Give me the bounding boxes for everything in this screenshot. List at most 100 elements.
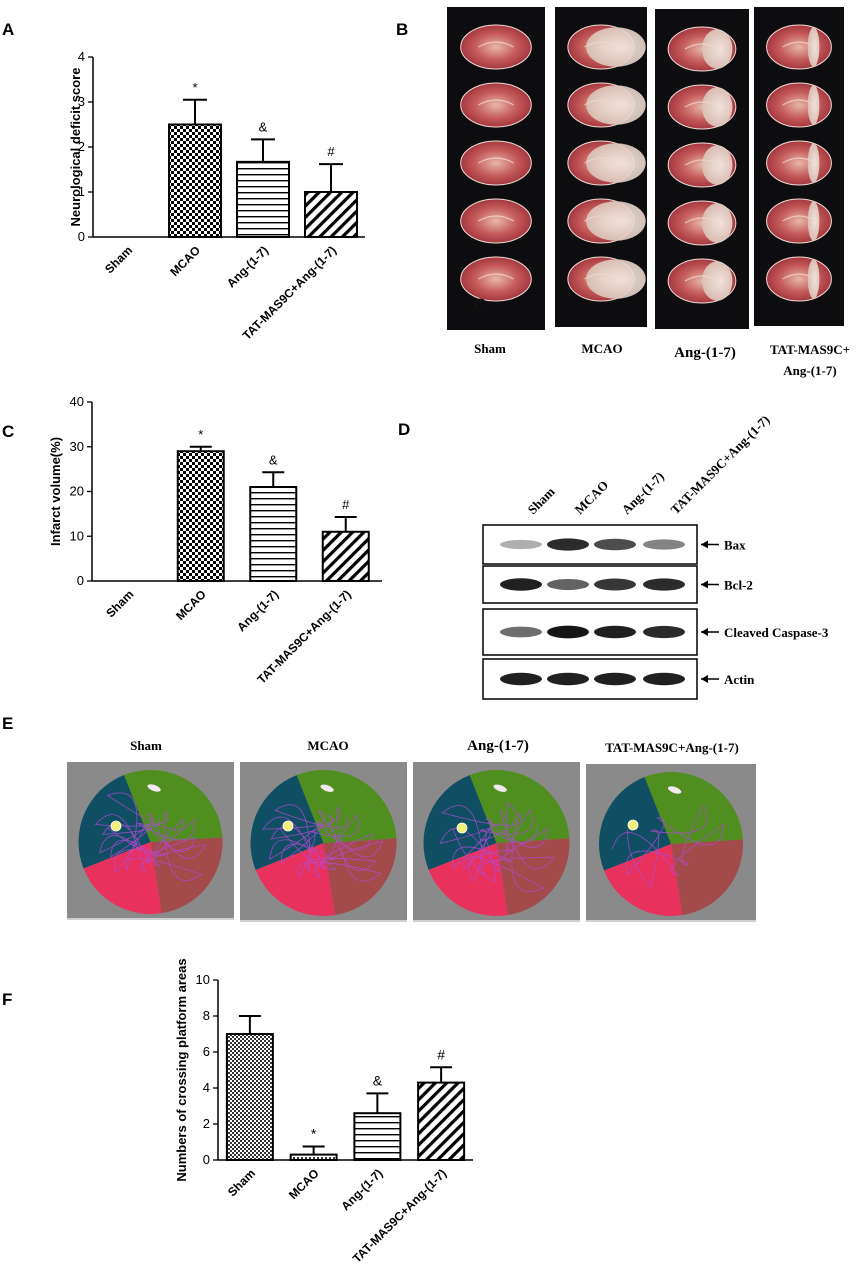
mouse-marker	[320, 784, 334, 792]
ventricle-line	[684, 43, 720, 50]
blot-band	[643, 539, 685, 550]
bar	[417, 1081, 466, 1161]
x-tick-label: Sham	[103, 587, 136, 620]
ttc-label-mcao: MCAO	[581, 341, 622, 356]
platform-marker	[456, 822, 468, 834]
y-tick-label: 4	[78, 49, 85, 64]
blot-band	[547, 625, 589, 639]
x-tick-label: MCAO	[173, 587, 209, 623]
y-tick-label: 0	[77, 573, 84, 588]
brain-slice	[766, 24, 832, 70]
maze-quadrant-sw	[604, 844, 683, 916]
brain-slice	[460, 24, 532, 70]
blot-band	[643, 672, 685, 686]
mouse-marker	[493, 784, 507, 792]
y-axis-label: Numbers of crossing platform areas	[174, 958, 189, 1181]
ttc-label-tat-line1: TAT-MAS9C+	[770, 342, 850, 357]
maze-quadrant-sw	[83, 842, 162, 915]
maze-group-label: TAT-MAS9C+Ang-(1-7)	[605, 740, 739, 755]
infarct-region	[586, 85, 646, 125]
ventricle-line	[584, 157, 618, 164]
chart-neurological-deficit: 0 1 2 3 4 Neurological deficit score Sham * MCAO…	[68, 49, 365, 343]
significance-marker: *	[198, 427, 203, 442]
maze-quadrant-se	[150, 837, 223, 914]
ventricle-line	[684, 159, 720, 166]
bar	[176, 450, 225, 582]
ttc-staining-panel	[447, 7, 844, 330]
panel-label-c: C	[2, 422, 15, 441]
significance-marker: *	[311, 1126, 317, 1142]
blot-band	[500, 539, 542, 550]
ventricle-line	[478, 273, 514, 280]
infarct-region	[702, 87, 733, 127]
brain-slice	[766, 256, 832, 302]
infarct-region	[807, 85, 820, 125]
swim-path	[611, 804, 725, 888]
y-axis-label: Neurological deficit score	[68, 68, 83, 227]
ttc-label-ang: Ang-(1-7)	[674, 345, 736, 361]
swim-path	[439, 802, 555, 892]
infarct-region	[586, 143, 646, 183]
y-tick-label: 2	[78, 139, 85, 154]
brain-slice	[766, 140, 832, 186]
infarct-region	[702, 261, 733, 301]
infarct-region	[702, 145, 733, 185]
ventricle-line	[478, 41, 514, 48]
y-tick-label: 8	[203, 1008, 210, 1023]
significance-marker: &	[269, 452, 278, 467]
panel-label-a: A	[2, 20, 15, 39]
ventricle-line	[782, 157, 816, 164]
maze-quadrant-nw	[423, 775, 497, 870]
y-tick-label: 0	[203, 1152, 210, 1167]
significance-marker: #	[342, 497, 350, 512]
maze-group-label: Sham	[130, 738, 162, 753]
y-tick-label: 30	[70, 439, 84, 454]
y-axis-label: Infarct volume(%)	[48, 437, 63, 546]
bar	[289, 1153, 338, 1161]
infarct-region	[807, 201, 820, 241]
y-tick-label: 6	[203, 1044, 210, 1059]
ventricle-line	[684, 275, 720, 282]
y-tick-label: 10	[196, 972, 210, 987]
brain-slice	[460, 140, 532, 186]
ventricle-line	[478, 215, 514, 222]
bar	[225, 1033, 274, 1161]
ventricle-line	[782, 215, 816, 222]
infarct-region	[807, 27, 820, 67]
band-label: Actin	[724, 672, 755, 687]
x-tick-label: Ang-(1-7)	[338, 1166, 385, 1213]
ventricle-line	[584, 41, 618, 48]
blot-band	[594, 625, 636, 639]
maze-quadrant-sw	[428, 843, 508, 916]
blot-band	[547, 672, 589, 686]
panel-label-e: E	[2, 714, 14, 733]
maze-quadrant-se	[671, 839, 743, 916]
blot-band	[594, 538, 636, 551]
brain-slice	[766, 198, 832, 244]
platform-marker	[110, 820, 122, 832]
infarct-region	[586, 27, 646, 67]
x-tick-label: MCAO	[286, 1166, 322, 1202]
band-arrow-head	[701, 628, 708, 636]
band-arrow-head	[701, 580, 708, 589]
infarct-region	[586, 201, 646, 241]
panel-label-f: F	[2, 990, 13, 1009]
ventricle-line	[782, 41, 816, 48]
blot-band	[643, 578, 685, 591]
x-tick-label: Sham	[102, 243, 135, 276]
y-tick-label: 4	[203, 1080, 210, 1095]
panel-label-d: D	[398, 420, 411, 439]
band-label: Cleaved Caspase-3	[724, 625, 829, 640]
blot-band	[500, 578, 542, 591]
maze-quadrant-se	[323, 838, 397, 916]
blot-band	[500, 626, 542, 638]
y-tick-label: 10	[70, 528, 84, 543]
band-label: Bcl-2	[724, 578, 753, 593]
significance-marker: *	[192, 80, 197, 95]
chart-infarct-volume: 0 10 20 30 40 Infarct volume(%) Sham * MCAO & Ang-…	[48, 394, 382, 687]
brain-slice	[460, 82, 532, 128]
infarct-region	[807, 259, 820, 299]
y-tick-label: 40	[70, 394, 84, 409]
mouse-marker	[667, 786, 682, 794]
